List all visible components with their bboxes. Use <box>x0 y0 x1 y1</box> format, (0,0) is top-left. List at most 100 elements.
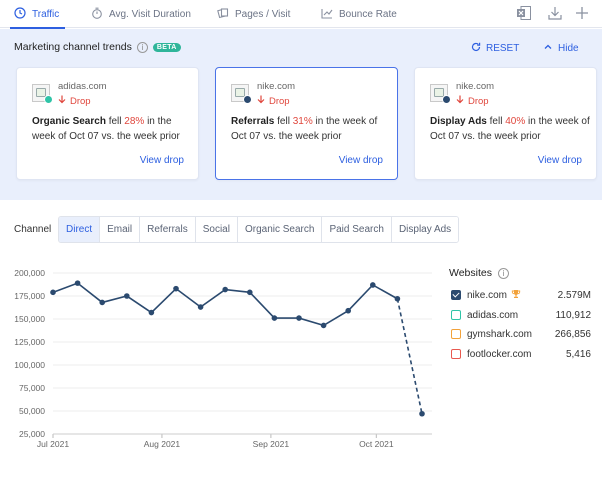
channel-tab-paid-search[interactable]: Paid Search <box>322 217 392 242</box>
card-channel: Referrals <box>231 116 275 127</box>
website-name: adidas.com <box>467 309 519 321</box>
add-icon[interactable] <box>573 4 591 22</box>
bounce-icon <box>321 7 333 22</box>
x-tick-label: Aug 2021 <box>144 439 181 449</box>
pages-icon <box>217 7 229 22</box>
channel-label: Channel <box>14 224 52 235</box>
data-point <box>74 280 81 286</box>
view-drop-link[interactable]: View drop <box>338 155 383 166</box>
websites-title-text: Websites <box>449 267 492 279</box>
tab-traffic[interactable]: Traffic <box>9 0 66 29</box>
tab-pages-per-visit[interactable]: Pages / Visit <box>217 0 290 28</box>
view-drop-link[interactable]: View drop <box>139 155 184 166</box>
tab-label: Bounce Rate <box>339 8 397 20</box>
series-line-nike-projected <box>396 298 423 414</box>
checkbox[interactable] <box>451 310 461 320</box>
arrow-down-icon <box>456 95 464 107</box>
drop-indicator: Drop <box>257 95 290 107</box>
tab-label: Pages / Visit <box>235 8 291 20</box>
card-fell-text: fell <box>277 116 290 127</box>
info-icon[interactable]: i <box>498 267 509 279</box>
x-tick-label: Oct 2021 <box>359 439 394 449</box>
card-percent: 40% <box>505 116 526 127</box>
channel-tab-social[interactable]: Social <box>195 217 238 242</box>
data-point <box>419 410 425 417</box>
channel-tab-email[interactable]: Email <box>100 217 141 242</box>
data-point <box>271 315 278 321</box>
site-color-dot <box>243 95 252 104</box>
trends-title-text: Marketing channel trends <box>14 41 132 53</box>
website-name: footlocker.com <box>467 348 532 360</box>
data-point <box>50 289 56 296</box>
drop-label: Drop <box>70 95 91 107</box>
checkbox[interactable] <box>451 329 461 339</box>
data-point <box>173 285 179 292</box>
card-fell-text: fell <box>108 116 122 127</box>
website-row-adidas[interactable]: adidas.com 110,912 <box>451 308 591 322</box>
tab-label: Avg. Visit Duration <box>109 8 191 20</box>
card-description: Organic Search fell 28% in the week of O… <box>32 115 192 144</box>
website-row-footlocker[interactable]: footlocker.com 5,416 <box>451 347 591 361</box>
website-name: nike.com <box>467 289 508 301</box>
trophy-icon <box>511 289 521 302</box>
data-point <box>124 293 130 299</box>
website-name: gymshark.com <box>467 328 533 340</box>
card-description: Referrals fell 31% in the week of Oct 07… <box>231 115 391 144</box>
beta-badge: BETA <box>152 42 181 52</box>
info-icon[interactable]: i <box>136 41 148 53</box>
reset-label: RESET <box>486 43 520 54</box>
data-point <box>394 295 401 302</box>
drop-label: Drop <box>468 95 489 107</box>
data-point <box>99 299 105 306</box>
trend-card-nike-display-ads[interactable]: nike.com Drop Display Ads fell 40% in th… <box>414 67 597 180</box>
data-point <box>296 315 302 321</box>
drop-indicator: Drop <box>58 95 91 107</box>
y-tick-label: 50,000 <box>19 406 45 416</box>
view-drop-link[interactable]: View drop <box>537 155 582 166</box>
data-point <box>247 289 253 296</box>
data-point <box>148 309 155 316</box>
card-percent: 28% <box>124 116 145 127</box>
card-fell-text: fell <box>489 116 503 127</box>
checkbox[interactable] <box>451 349 461 359</box>
clock-icon <box>14 6 26 22</box>
tab-bounce-rate[interactable]: Bounce Rate <box>321 0 397 28</box>
data-point <box>345 307 352 314</box>
websites-title: Websites i <box>449 267 509 279</box>
trend-card-nike-referrals[interactable]: nike.com Drop Referrals fell 31% in the … <box>215 67 398 180</box>
y-tick-label: 200,000 <box>14 268 45 278</box>
y-tick-label: 25,000 <box>19 429 45 439</box>
traffic-line-chart: 25,000 50,000 75,000 100,000 125,000 150,000 1… <box>14 268 432 449</box>
channel-tab-referrals[interactable]: Referrals <box>140 217 196 242</box>
card-percent: 31% <box>292 116 313 127</box>
reset-button[interactable]: RESET <box>471 42 519 55</box>
metric-tab-bar: Traffic Avg. Visit Duration Pages / Visi… <box>0 0 602 29</box>
marketing-channel-trends-panel: Marketing channel trends i BETA RESET Hi… <box>0 29 602 200</box>
hide-button[interactable]: Hide <box>543 42 579 55</box>
data-point <box>197 304 204 310</box>
website-value: 5,416 <box>565 348 591 360</box>
tab-label: Traffic <box>32 8 60 20</box>
trend-card-adidas-organic-search[interactable]: adidas.com Drop Organic Search fell 28% … <box>16 67 199 180</box>
card-rest-text: in the week of Oct 07 vs. the week prior <box>32 116 180 142</box>
x-tick-label: Jul 2021 <box>37 439 69 449</box>
trends-title: Marketing channel trends i BETA <box>14 41 181 53</box>
website-row-gymshark[interactable]: gymshark.com 266,856 <box>451 327 591 341</box>
y-tick-label: 75,000 <box>19 383 45 393</box>
website-value: 110,912 <box>555 309 591 321</box>
website-row-nike[interactable]: nike.com 2.579M <box>451 288 591 302</box>
channel-tab-display-ads[interactable]: Display Ads <box>391 217 459 242</box>
channel-tab-organic-search[interactable]: Organic Search <box>237 217 323 242</box>
tab-avg-visit-duration[interactable]: Avg. Visit Duration <box>91 0 191 28</box>
card-domain: adidas.com <box>58 81 107 92</box>
refresh-icon <box>471 42 481 55</box>
site-favicon-icon <box>430 84 451 104</box>
channel-tab-direct[interactable]: Direct <box>59 217 101 242</box>
download-icon[interactable] <box>546 4 564 22</box>
checkbox[interactable] <box>451 290 461 300</box>
excel-export-icon[interactable] <box>515 4 533 22</box>
card-channel: Display Ads <box>430 116 487 127</box>
site-color-dot <box>44 95 53 104</box>
website-value: 2.579M <box>557 289 591 301</box>
drop-label: Drop <box>269 95 290 107</box>
